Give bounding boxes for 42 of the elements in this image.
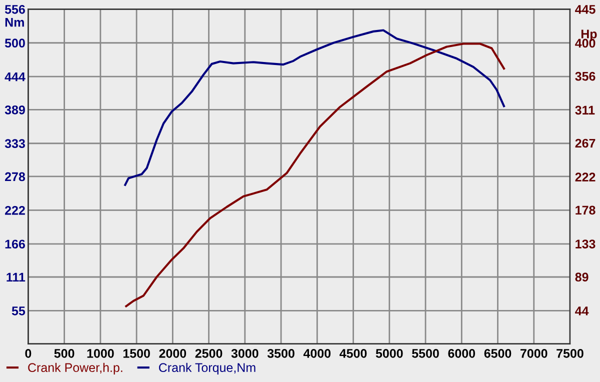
y-tick-label: 389 xyxy=(4,105,25,114)
y2-tick-label: 133 xyxy=(576,240,596,248)
y-tick-label: 500 xyxy=(4,38,25,48)
x-tick-label: 1500 xyxy=(123,348,150,358)
y2-tick-label: 44 xyxy=(575,306,589,316)
y-tick-label: 278 xyxy=(5,172,26,182)
y-tick-label: 333 xyxy=(4,139,25,148)
y2-tick-label: 267 xyxy=(575,138,596,148)
x-tick-label: 2500 xyxy=(195,348,222,358)
y2-tick-label: 400 xyxy=(575,38,596,48)
x-tick-label: 4500 xyxy=(340,348,367,358)
x-tick-label: 5500 xyxy=(412,348,439,358)
legend-label: Crank Power,h.p. xyxy=(28,362,122,374)
x-tick-label: 7500 xyxy=(556,348,584,358)
x-tick-label: 3000 xyxy=(231,348,258,358)
y-tick-label: 556 xyxy=(4,4,25,14)
x-tick-label: 500 xyxy=(54,348,74,358)
x-tick-label: 2000 xyxy=(159,348,186,358)
x-tick-label: 4000 xyxy=(303,348,331,358)
y-tick-label: 222 xyxy=(5,206,25,215)
line-series xyxy=(125,42,506,308)
x-tick-label: 5000 xyxy=(376,348,403,358)
y-axis-title: Nm xyxy=(5,18,24,27)
x-tick-label: 3500 xyxy=(267,348,294,358)
y2-tick-label: 89 xyxy=(575,272,588,282)
y2-tick-label: 178 xyxy=(576,206,596,215)
y2-tick-label: 445 xyxy=(575,5,596,14)
y2-tick-label: 356 xyxy=(575,72,596,81)
legend-label: Crank Torque,Nm xyxy=(159,362,256,374)
x-tick-label: 7000 xyxy=(520,348,548,358)
x-tick-label: 6000 xyxy=(448,348,476,358)
y-tick-label: 55 xyxy=(12,306,26,316)
x-tick-label: 0 xyxy=(25,348,32,358)
y2-tick-label: 311 xyxy=(575,106,595,115)
y2-axis-title: Hp xyxy=(581,30,597,41)
y-tick-label: 111 xyxy=(6,272,26,282)
y-tick-label: 166 xyxy=(5,240,25,249)
x-tick-label: 6500 xyxy=(484,348,512,358)
y2-tick-label: 222 xyxy=(575,172,596,182)
y-tick-label: 444 xyxy=(4,72,26,82)
line-series xyxy=(124,29,506,186)
x-tick-label: 1000 xyxy=(87,348,114,358)
